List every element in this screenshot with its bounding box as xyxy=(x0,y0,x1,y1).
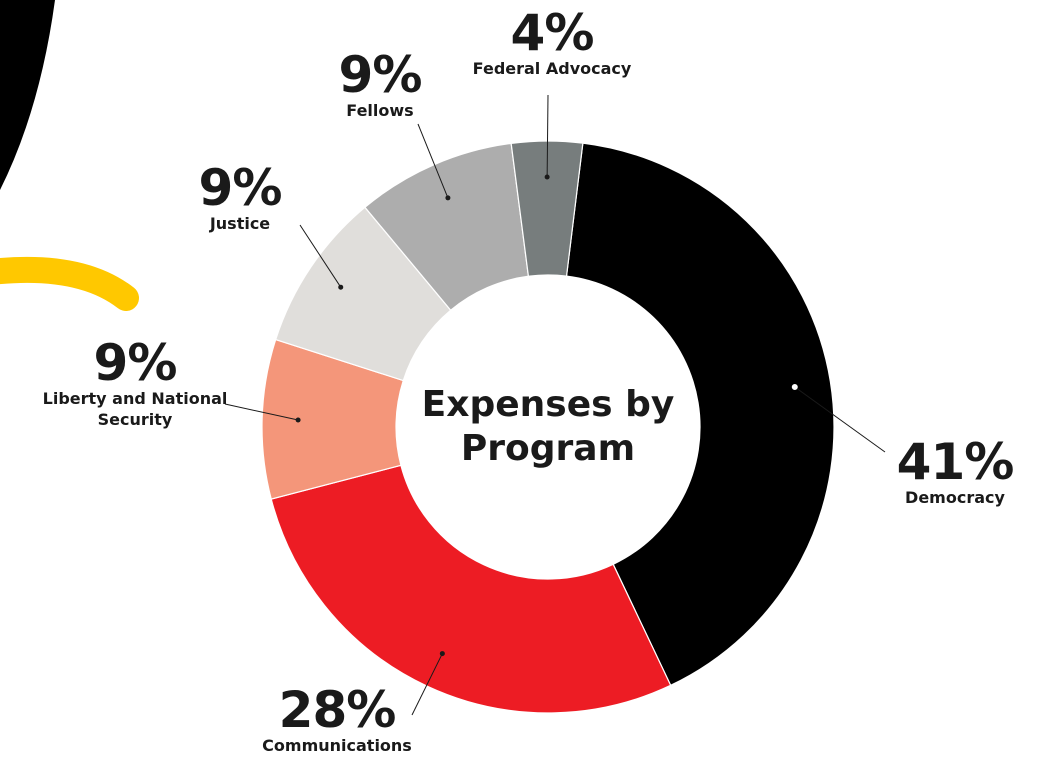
slice-label: 9%Liberty and National Security xyxy=(40,338,230,430)
page: Expenses by Program (() => { const data … xyxy=(0,0,1052,762)
value-label: 41% xyxy=(897,437,1014,487)
category-label: Fellows xyxy=(339,100,422,121)
category-label: Communications xyxy=(262,735,412,756)
slice-label: 9%Fellows xyxy=(339,50,422,121)
value-label: 9% xyxy=(199,163,282,213)
decor-curve xyxy=(0,270,126,298)
leader-dot xyxy=(338,285,343,290)
category-label: Federal Advocacy xyxy=(473,58,632,79)
leader-dot xyxy=(296,418,301,423)
leader-dot xyxy=(445,195,450,200)
value-label: 9% xyxy=(40,338,230,388)
slice-label: 9%Justice xyxy=(199,163,282,234)
slice xyxy=(271,465,670,713)
category-label: Democracy xyxy=(897,487,1014,508)
slice-label: 28%Communications xyxy=(262,685,412,756)
chart-title: Expenses by Program xyxy=(418,383,678,471)
leader-dot xyxy=(545,175,550,180)
category-label: Justice xyxy=(199,213,282,234)
value-label: 9% xyxy=(339,50,422,100)
slice-label: 41%Democracy xyxy=(897,437,1014,508)
decor-shape xyxy=(0,0,55,190)
leader-dot xyxy=(440,651,445,656)
slice-label: 4%Federal Advocacy xyxy=(473,8,632,79)
value-label: 4% xyxy=(473,8,632,58)
value-label: 28% xyxy=(262,685,412,735)
category-label: Liberty and National Security xyxy=(40,388,230,430)
leader-dot xyxy=(792,385,797,390)
